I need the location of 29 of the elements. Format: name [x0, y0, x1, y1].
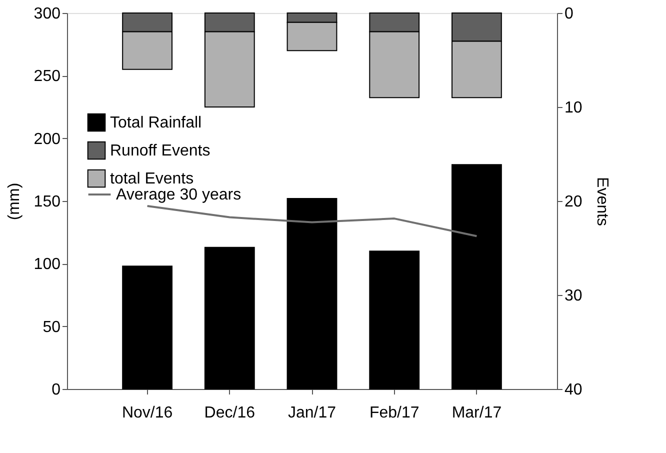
y-tick-label: 0 — [52, 382, 61, 398]
x-tick-label: Nov/16 — [122, 404, 173, 422]
y2-tick-label: 20 — [564, 194, 582, 210]
legend-label: Runoff Events — [110, 142, 210, 160]
line-series — [146, 205, 478, 238]
y-tick-label: 300 — [34, 6, 61, 22]
legend-label: total Events — [110, 170, 194, 188]
y-tick-label: 100 — [34, 256, 61, 274]
bar — [204, 246, 255, 390]
y-axis-title: (mm) — [6, 182, 23, 220]
bar — [122, 266, 172, 390]
y-tick-label: 250 — [34, 68, 61, 86]
y-tick-label: 50 — [42, 318, 61, 336]
bar — [369, 250, 420, 390]
y2-tick-label: 40 — [564, 382, 582, 398]
x-tick-label: Jan/17 — [288, 404, 336, 422]
legend-label: Total Rainfall — [110, 114, 202, 132]
legend-label: Average 30 years — [116, 186, 242, 204]
y2-axis-title: Events — [593, 177, 610, 226]
y2-tick-label: 0 — [564, 6, 574, 22]
x-tick-label: Dec/16 — [204, 404, 256, 422]
bar — [452, 164, 502, 390]
x-tick-label: Mar/17 — [452, 404, 502, 422]
y-tick-label: 200 — [34, 130, 61, 148]
x-tick-label: Feb/17 — [369, 404, 420, 422]
y2-tick-label: 30 — [564, 288, 582, 304]
y2-tick-label: 10 — [564, 100, 582, 116]
y-tick-label: 150 — [34, 194, 61, 210]
bar — [286, 198, 338, 390]
